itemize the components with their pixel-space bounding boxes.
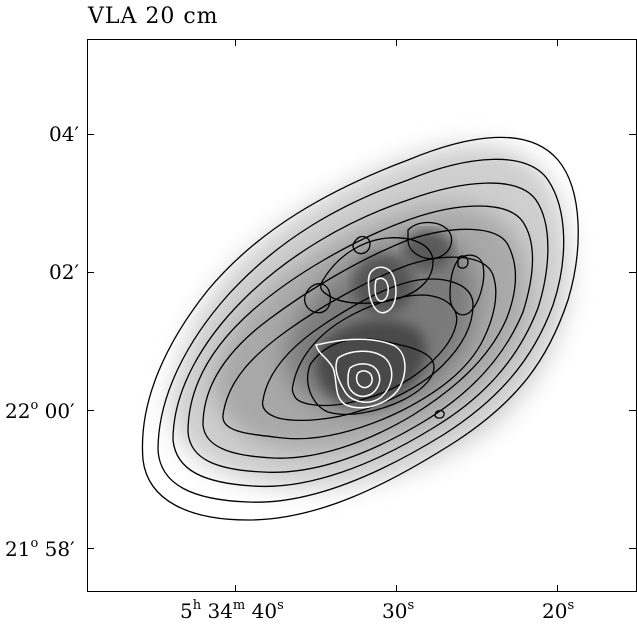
radio-continuum-map	[87, 39, 637, 592]
y-tick-mark	[629, 548, 636, 549]
x-tick-mark	[235, 39, 236, 46]
y-tick-mark	[87, 548, 94, 549]
x-tick-mark	[235, 585, 236, 592]
x-tick-mark	[557, 585, 558, 592]
y-tick-mark	[87, 410, 94, 411]
y-tick-mark	[87, 134, 94, 135]
contours-light	[315, 266, 406, 409]
x-tick-mark	[396, 585, 397, 592]
x-tick-label: 20s	[542, 598, 575, 623]
x-tick-label: 30s	[382, 598, 415, 623]
y-tick-label: 22o 00′	[5, 398, 75, 423]
x-tick-mark	[557, 39, 558, 46]
x-tick-label: 5h 34m 40s	[180, 598, 284, 623]
map-title: VLA 20 cm	[88, 4, 219, 29]
y-tick-label: 04′	[49, 122, 79, 146]
y-tick-mark	[87, 272, 94, 273]
y-tick-mark	[629, 410, 636, 411]
y-tick-label: 02′	[49, 260, 79, 284]
y-tick-mark	[629, 134, 636, 135]
x-tick-mark	[396, 39, 397, 46]
contour-image	[141, 136, 579, 521]
y-tick-mark	[629, 272, 636, 273]
y-tick-label: 21o 58′	[5, 536, 75, 561]
